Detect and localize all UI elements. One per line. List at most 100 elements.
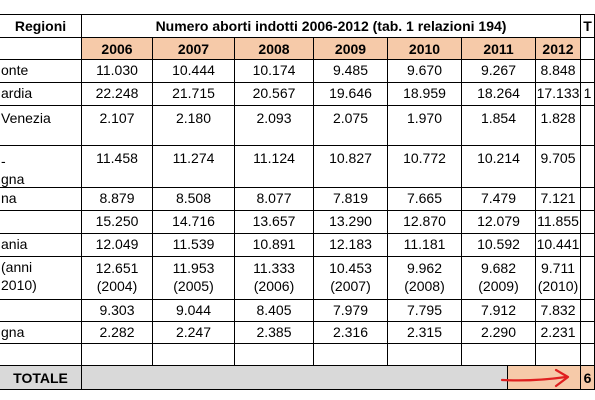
value-cell: 2.093 — [235, 106, 314, 146]
value-cell: 10.827 — [314, 146, 388, 188]
value-cell: 11.274 — [153, 146, 235, 188]
value-cell: 12.651 (2004) — [82, 257, 153, 300]
value-cell: 1.828 — [536, 106, 581, 146]
region-name — [0, 211, 82, 234]
region-name-line: gna — [1, 171, 25, 187]
value-cell: 10.772 — [388, 146, 462, 188]
value-cell: 7.665 — [388, 188, 462, 211]
region-name-line: - — [1, 153, 6, 169]
value-cell: 8.077 — [235, 188, 314, 211]
value-cell: 13.290 — [314, 211, 388, 234]
value-cell-line: (2007) — [330, 278, 371, 294]
region-name: na — [0, 188, 82, 211]
value-cell: 13.657 — [235, 211, 314, 234]
value-cell: 2.107 — [82, 106, 153, 146]
value-cell: 10.891 — [235, 234, 314, 257]
value-cell: 2.075 — [314, 106, 388, 146]
value-cell: 8.879 — [82, 188, 153, 211]
value-cell-line: (2006) — [253, 278, 295, 294]
red-arrow-icon — [500, 375, 568, 382]
total-orange-cell — [508, 366, 581, 390]
region-column-header: Regioni — [0, 15, 82, 38]
year-header-2011: 2011 — [462, 38, 536, 60]
total-gray-span — [82, 366, 508, 390]
value-cell: 8.405 — [235, 300, 314, 322]
value-cell: 7.979 — [314, 300, 388, 322]
region-name: ania — [0, 234, 82, 257]
value-cell: 7.819 — [314, 188, 388, 211]
region-name-line: 2010) — [1, 277, 37, 293]
value-cell: 11.458 — [82, 146, 153, 188]
year-header-2008: 2008 — [235, 38, 314, 60]
value-cell: 8.848 — [536, 60, 581, 83]
value-cell: 2.315 — [388, 322, 462, 344]
value-cell: 10.592 — [462, 234, 536, 257]
table-title-header: Numero aborti indotti 2006-2012 (tab. 1 … — [82, 15, 581, 38]
value-cell: 11.181 — [388, 234, 462, 257]
value-cell-line: 11.333 — [253, 260, 295, 276]
value-cell-line: (2004) — [96, 278, 138, 294]
value-cell — [153, 344, 235, 366]
value-cell: 12.183 — [314, 234, 388, 257]
value-cell — [388, 344, 462, 366]
value-cell: 9.705 — [536, 146, 581, 188]
value-cell-line: 9.682 — [480, 260, 517, 276]
value-cell: 10.453 (2007) — [314, 257, 388, 300]
value-cell: 18.264 — [462, 83, 536, 106]
region-name-line: (anni — [1, 259, 33, 275]
region-name — [0, 344, 82, 366]
value-cell-line: 9.711 — [541, 260, 575, 276]
value-cell: 2.290 — [462, 322, 536, 344]
value-cell-line: 12.651 — [95, 260, 139, 276]
region-name: (anni 2010) — [0, 257, 82, 300]
value-cell-line: 10.453 — [329, 260, 372, 276]
value-cell: 12.870 — [388, 211, 462, 234]
value-cell: 12.049 — [82, 234, 153, 257]
value-cell-line: 9.962 — [406, 260, 443, 276]
value-cell-line: (2008) — [404, 278, 445, 294]
value-cell: 7.121 — [536, 188, 581, 211]
value-cell: 10.444 — [153, 60, 235, 83]
value-cell: 11.124 — [235, 146, 314, 188]
value-cell: 17.133 — [536, 83, 581, 106]
value-cell-line: (2009) — [478, 278, 519, 294]
red-arrow-head — [554, 368, 570, 388]
value-cell: 2.231 — [536, 322, 581, 344]
value-cell: 10.174 — [235, 60, 314, 83]
value-cell: 20.567 — [235, 83, 314, 106]
value-cell: 7.912 — [462, 300, 536, 322]
region-name: gna — [0, 322, 82, 344]
region-name: - gna — [0, 146, 82, 188]
value-cell: 7.795 — [388, 300, 462, 322]
value-cell-line: (2010) — [537, 278, 579, 294]
value-cell: 2.385 — [235, 322, 314, 344]
value-cell: 22.248 — [82, 83, 153, 106]
value-cell: 7.832 — [536, 300, 581, 322]
value-cell: 19.646 — [314, 83, 388, 106]
value-cell: 11.855 — [536, 211, 581, 234]
value-cell-line: (2005) — [173, 278, 214, 294]
value-cell: 15.250 — [82, 211, 153, 234]
value-cell: 1.854 — [462, 106, 536, 146]
region-name: onte — [0, 60, 82, 83]
value-cell: 11.953 (2005) — [153, 257, 235, 300]
table-top-border — [0, 14, 595, 15]
value-cell: 10.441 — [536, 234, 581, 257]
region-name: Venezia — [0, 106, 82, 146]
value-cell: 11.539 — [153, 234, 235, 257]
year-header-2009: 2009 — [314, 38, 388, 60]
value-cell: 2.180 — [153, 106, 235, 146]
value-cell — [536, 344, 581, 366]
value-cell: 9.044 — [153, 300, 235, 322]
value-cell: 11.333 (2006) — [235, 257, 314, 300]
total-label: TOTALE — [0, 366, 82, 390]
value-cell: 14.716 — [153, 211, 235, 234]
value-cell: 21.715 — [153, 83, 235, 106]
region-name: ardia — [0, 83, 82, 106]
value-cell: 9.267 — [462, 60, 536, 83]
value-cell — [462, 344, 536, 366]
year-header-2012: 2012 — [536, 38, 581, 60]
value-cell — [235, 344, 314, 366]
